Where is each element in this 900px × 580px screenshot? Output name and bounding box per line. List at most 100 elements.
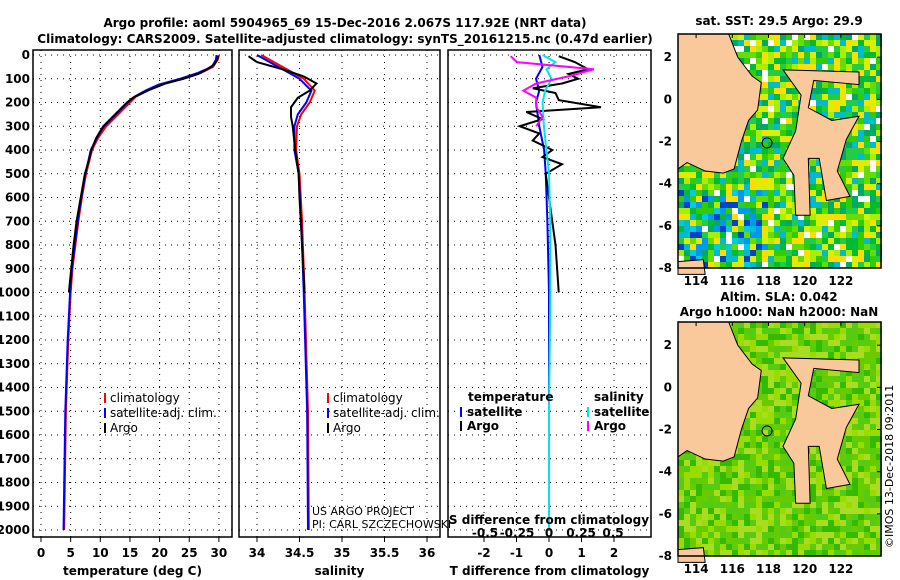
map-cell (768, 124, 774, 130)
map-cell (774, 376, 780, 382)
map-cell (738, 184, 744, 190)
map-cell (846, 430, 852, 436)
map-cell (870, 184, 876, 190)
map-cell (690, 532, 696, 538)
map-cell (738, 40, 744, 46)
map-cell (744, 34, 750, 40)
map-cell (834, 238, 840, 244)
map-cell (750, 520, 756, 526)
map-cell (762, 346, 768, 352)
map-cell (834, 40, 840, 46)
legend-label: satellite-adj. clim. (333, 406, 440, 420)
map-cell (780, 478, 786, 484)
map-cell (864, 136, 870, 142)
map-cell (840, 166, 846, 172)
map-cell (810, 106, 816, 112)
map-cell (762, 256, 768, 262)
map-cell (732, 478, 738, 484)
map-cell (840, 34, 846, 40)
x-tick-label: -2 (477, 546, 490, 560)
map-cell (702, 202, 708, 208)
map-cell (684, 208, 690, 214)
map-cell (858, 466, 864, 472)
map-cell (756, 136, 762, 142)
map-cell (840, 52, 846, 58)
map-cell (762, 502, 768, 508)
map-cell (870, 178, 876, 184)
map-cell (786, 130, 792, 136)
map-cell (822, 52, 828, 58)
map-cell (762, 130, 768, 136)
map-cell (780, 118, 786, 124)
map-cell (870, 346, 876, 352)
map-cell (810, 544, 816, 550)
map-cell (756, 406, 762, 412)
map-cell (876, 400, 882, 406)
map-cell (876, 142, 882, 148)
map-cell (786, 346, 792, 352)
map-cell (738, 154, 744, 160)
map-cell (870, 382, 876, 388)
map-cell (768, 424, 774, 430)
map-cell (774, 550, 780, 556)
map-cell (834, 34, 840, 40)
map-cell (762, 442, 768, 448)
map-cell (804, 526, 810, 532)
map-cell (846, 64, 852, 70)
map-cell (828, 244, 834, 250)
map-cell (762, 478, 768, 484)
map-cell (858, 424, 864, 430)
map-cell (852, 502, 858, 508)
map-cell (774, 460, 780, 466)
map-cell (726, 514, 732, 520)
map-cell (804, 322, 810, 328)
map-cell (696, 508, 702, 514)
map-cell (810, 196, 816, 202)
map-cell (750, 58, 756, 64)
map-cell (846, 346, 852, 352)
map-cell (852, 460, 858, 466)
map-cell (864, 250, 870, 256)
map-cell (744, 544, 750, 550)
map-cell (792, 376, 798, 382)
map-cell (684, 172, 690, 178)
map-cell (786, 406, 792, 412)
map-cell (846, 238, 852, 244)
map-cell (780, 244, 786, 250)
map-cell (738, 496, 744, 502)
map-cell (822, 544, 828, 550)
map-cell (774, 82, 780, 88)
map-cell (876, 478, 882, 484)
map-cell (756, 334, 762, 340)
map-cell (816, 58, 822, 64)
map-cell (702, 196, 708, 202)
map-cell (678, 538, 684, 544)
map-cell (702, 262, 708, 268)
map-cell (852, 220, 858, 226)
map-cell (774, 520, 780, 526)
map-cell (834, 532, 840, 538)
map-cell (858, 142, 864, 148)
map-cell (774, 70, 780, 76)
map-cell (876, 334, 882, 340)
map-cell (828, 220, 834, 226)
map-cell (708, 538, 714, 544)
map-cell (780, 394, 786, 400)
map-cell (810, 466, 816, 472)
map-cell (684, 256, 690, 262)
map-cell (858, 364, 864, 370)
map-cell (726, 208, 732, 214)
map-cell (840, 178, 846, 184)
map-cell (876, 526, 882, 532)
map-cell (756, 256, 762, 262)
map-cell (702, 538, 708, 544)
map-cell (780, 250, 786, 256)
map-cell (762, 490, 768, 496)
map-cell (870, 442, 876, 448)
map-cell (864, 454, 870, 460)
map-cell (732, 532, 738, 538)
map-cell (846, 466, 852, 472)
map-cell (798, 508, 804, 514)
map-cell (774, 478, 780, 484)
